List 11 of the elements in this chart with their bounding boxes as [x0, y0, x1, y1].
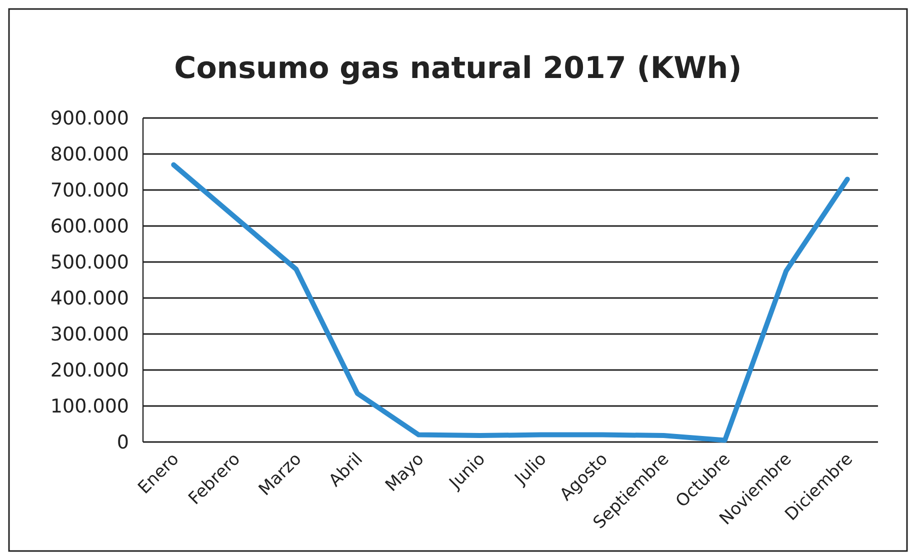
y-tick-label: 0 [116, 432, 129, 454]
y-tick-label: 900.000 [50, 108, 129, 130]
chart-title: Consumo gas natural 2017 (KWh) [174, 51, 742, 86]
y-tick-label: 800.000 [50, 144, 129, 166]
y-tick-label: 300.000 [50, 324, 129, 346]
y-tick-label: 700.000 [50, 180, 129, 202]
y-tick-label: 500.000 [50, 252, 129, 274]
y-tick-label: 600.000 [50, 216, 129, 238]
y-tick-label: 400.000 [50, 288, 129, 310]
y-tick-label: 100.000 [50, 396, 129, 418]
y-tick-label: 200.000 [50, 360, 129, 382]
